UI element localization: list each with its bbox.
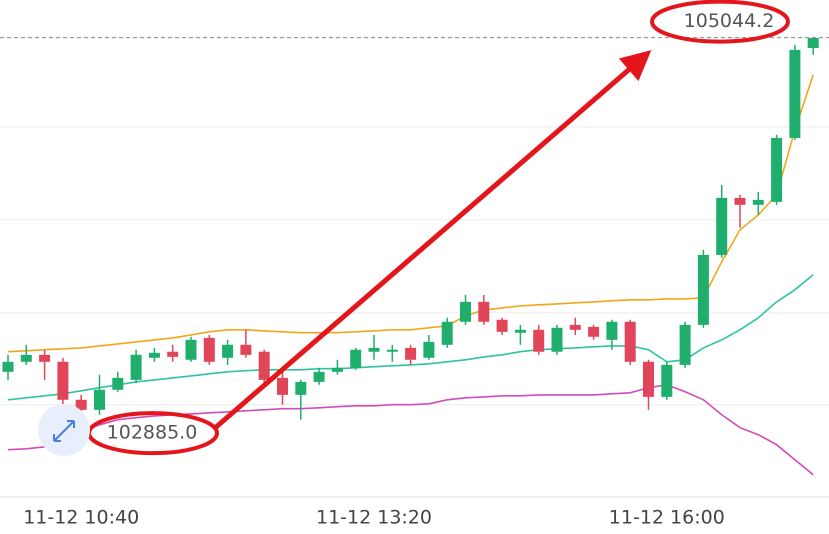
candle-body — [624, 321, 636, 362]
candle-body — [222, 344, 234, 358]
candle-body — [569, 324, 581, 330]
candle-body — [94, 389, 105, 410]
candle-body — [734, 197, 746, 205]
candle-body — [386, 349, 398, 352]
candle-body — [20, 354, 32, 362]
x-tick-label: 11-12 13:20 — [316, 507, 432, 529]
candle-body — [606, 321, 618, 340]
candle-body — [496, 319, 508, 332]
candle-body — [716, 197, 728, 255]
candle-body — [533, 329, 545, 352]
candle-body — [588, 326, 600, 337]
candle-body — [789, 49, 801, 138]
candle-body — [350, 349, 362, 368]
min-label: 102885.0 — [107, 422, 198, 444]
x-tick-label: 11-12 10:40 — [23, 507, 139, 529]
candle-body — [2, 361, 14, 372]
arrow — [213, 50, 652, 430]
candle-body — [697, 254, 709, 325]
candle-body — [405, 347, 417, 360]
highlight-ellipse — [650, 0, 790, 44]
candle-body — [148, 352, 160, 358]
candle-body — [423, 341, 435, 358]
candle-body — [807, 38, 819, 49]
candle-body — [277, 377, 288, 395]
candle-body — [185, 339, 197, 360]
candle-body — [752, 199, 764, 205]
candle-body — [75, 399, 87, 410]
range-icon — [38, 404, 90, 456]
candle-body — [203, 337, 215, 362]
candle-body — [661, 364, 673, 397]
candle-body — [167, 351, 179, 357]
ma-line — [7, 74, 814, 353]
ma-line — [7, 274, 814, 401]
candle-body — [551, 327, 563, 352]
label-bg — [670, 7, 788, 34]
candle-body — [39, 354, 51, 362]
candle-body — [57, 361, 69, 400]
candle-body — [295, 381, 307, 395]
ma-line — [7, 383, 814, 476]
candle-body — [313, 371, 325, 382]
max-label: 105044.2 — [684, 10, 775, 32]
candle-body — [368, 347, 380, 352]
candle-body — [679, 324, 691, 365]
candle-body — [514, 329, 526, 333]
candle-body — [112, 377, 124, 390]
x-tick-label: 11-12 16:00 — [609, 507, 725, 529]
candle-body — [258, 351, 270, 380]
candle-body — [460, 301, 471, 322]
candle-body — [478, 301, 490, 322]
candle-body — [331, 367, 343, 372]
candle-body — [240, 344, 252, 355]
candle-body — [130, 354, 142, 380]
candle-body — [441, 321, 453, 345]
candle-body — [643, 361, 654, 397]
candle-body — [771, 137, 783, 202]
